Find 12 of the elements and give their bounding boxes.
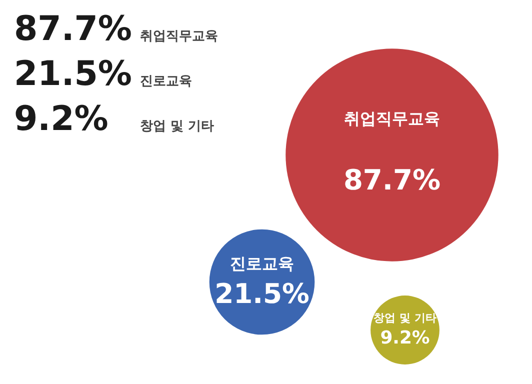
text: 87.7% [343, 163, 441, 196]
category-label: 창업 및 기타 [374, 311, 436, 324]
category-label: 취업직무교육 [344, 108, 440, 128]
data-label: 9.2% [380, 328, 430, 349]
data-label: 21.5% [214, 279, 310, 310]
category-label: 창업 및 기타 [140, 119, 214, 134]
category-label: 진로교육 [230, 254, 294, 274]
text: 9.2% [14, 99, 108, 139]
category-label: 취업직무교육 [140, 29, 218, 44]
category-label: 진로교육 [140, 74, 192, 89]
data-label: 87.7% [14, 9, 132, 49]
text: 21.5% [14, 54, 132, 94]
